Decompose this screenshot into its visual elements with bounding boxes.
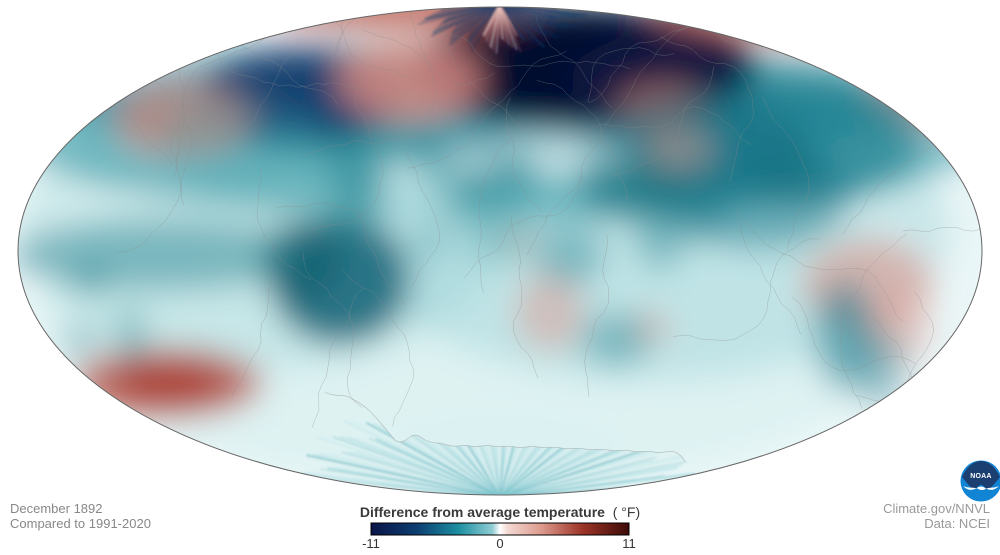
svg-text:0: 0 [496, 536, 503, 551]
svg-text:Climate.gov/NNVL: Climate.gov/NNVL [883, 501, 990, 516]
svg-text:December 1892: December 1892 [10, 501, 103, 516]
svg-text:11: 11 [622, 536, 636, 551]
svg-text:Data: NCEI: Data: NCEI [924, 516, 990, 531]
svg-text:Compared to 1991-2020: Compared to 1991-2020 [10, 516, 151, 531]
svg-text:-11: -11 [362, 536, 380, 551]
svg-text:NOAA: NOAA [970, 473, 991, 480]
svg-text:Difference from average temper: Difference from average temperature ( °F… [360, 504, 640, 520]
